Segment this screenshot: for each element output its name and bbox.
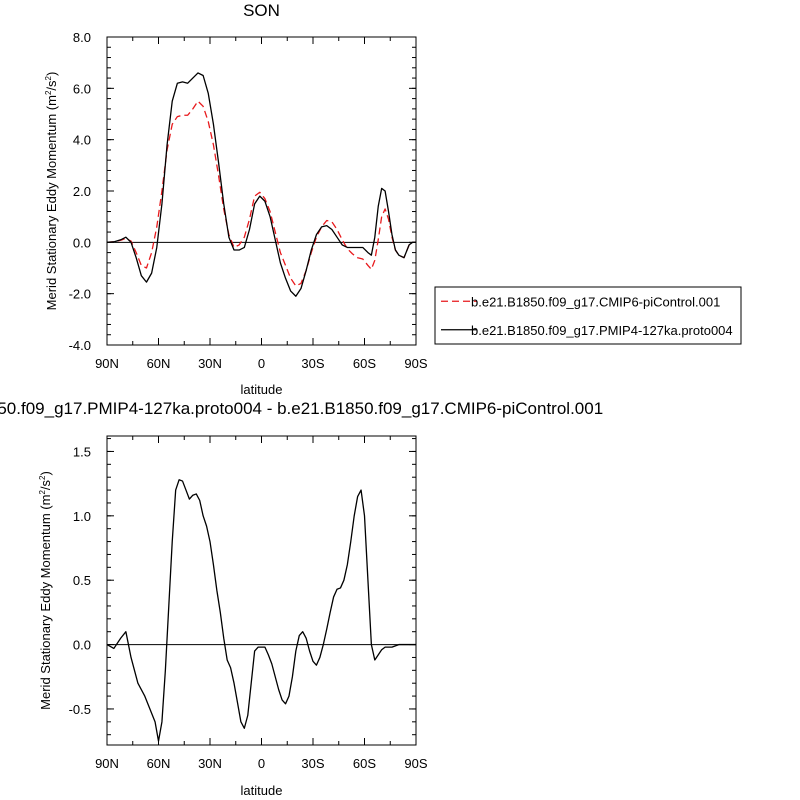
y-axis-label: Merid Stationary Eddy Momentum (m2/s2) (44, 72, 59, 311)
y-tick-label: -2.0 (69, 287, 91, 302)
series-line-2 (106, 72, 416, 297)
y-axis-label: Merid Stationary Eddy Momentum (m2/s2) (38, 471, 53, 710)
x-tick-label: 30S (301, 356, 324, 371)
y-tick-label: 0.5 (73, 573, 91, 588)
y-tick-label: 0.0 (73, 638, 91, 653)
x-axis-label: latitude (241, 783, 283, 798)
plot-frame (106, 435, 417, 746)
chart-title: b.e21.B1850.f09_g17.PMIP4-127ka.proto004… (0, 399, 603, 418)
x-tick-label: 90S (404, 356, 427, 371)
legend-label: b.e21.B1850.f09_g17.CMIP6-piControl.001 (471, 294, 720, 309)
x-tick-label: 0 (258, 356, 265, 371)
x-tick-label: 60S (353, 756, 376, 771)
x-tick-label: 90N (95, 756, 119, 771)
x-tick-label: 0 (258, 756, 265, 771)
x-axis-label: latitude (241, 382, 283, 397)
y-tick-label: 2.0 (73, 184, 91, 199)
chart-panel-1: SON 90N 60N 30N 0 30S 60S 90S -4.0 -2.0 0.0 2.0 4.0 6… (44, 1, 742, 397)
y-tick-label: 1.5 (73, 444, 91, 459)
y-tick-label: -0.5 (69, 702, 91, 717)
series-line-1 (106, 100, 416, 287)
y-tick-label: -4.0 (69, 338, 91, 353)
x-tick-label: 90S (404, 756, 427, 771)
x-tick-label: 30S (301, 756, 324, 771)
y-tick-label: 4.0 (73, 133, 91, 148)
y-tick-label: 1.0 (73, 509, 91, 524)
x-tick-label: 60S (353, 356, 376, 371)
x-tick-label: 30N (198, 756, 222, 771)
x-tick-label: 60N (147, 756, 171, 771)
y-tick-label: 8.0 (73, 30, 91, 45)
chart-title: SON (243, 1, 280, 20)
y-tick-label: 6.0 (73, 81, 91, 96)
legend-box (434, 286, 742, 345)
x-tick-label: 30N (198, 356, 222, 371)
legend: b.e21.B1850.f09_g17.CMIP6-piControl.001b… (434, 286, 742, 345)
plot-frame (106, 36, 417, 346)
x-tick-label: 60N (147, 356, 171, 371)
x-tick-label: 90N (95, 356, 119, 371)
series-line-1 (106, 479, 416, 742)
chart-panel-2: b.e21.B1850.f09_g17.PMIP4-127ka.proto004… (0, 399, 603, 798)
legend-label: b.e21.B1850.f09_g17.PMIP4-127ka.proto004 (471, 323, 733, 338)
y-tick-label: 0.0 (73, 235, 91, 250)
